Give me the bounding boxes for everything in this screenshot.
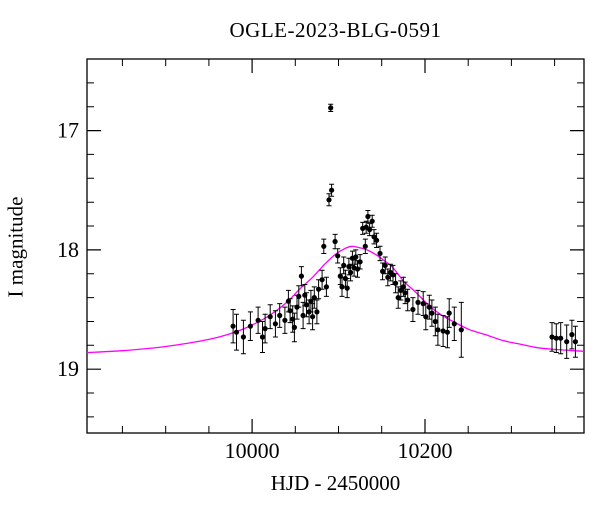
data-point (395, 295, 401, 301)
data-point (348, 269, 354, 276)
data-point (341, 262, 347, 268)
model-curve (86, 245, 585, 354)
data-point (458, 327, 464, 333)
data-point (415, 299, 421, 305)
x-tick-label: 10200 (398, 438, 453, 463)
data-point (362, 243, 368, 249)
data-point (451, 321, 457, 327)
data-point (429, 310, 435, 316)
data-point (342, 275, 348, 282)
data-point (233, 329, 240, 335)
data-point (285, 298, 291, 304)
data-point (410, 306, 416, 313)
data-point (259, 334, 266, 340)
data-point (291, 324, 297, 330)
data-point (369, 218, 375, 224)
data-point (328, 105, 334, 111)
data-point (402, 290, 408, 296)
data-point (290, 316, 296, 322)
data-point (277, 312, 283, 319)
data-point (353, 254, 359, 260)
data-point (306, 309, 312, 315)
data-point (549, 334, 555, 340)
data-point (569, 332, 575, 338)
data-point (262, 326, 268, 332)
data-point (446, 310, 452, 316)
data-point (405, 297, 411, 303)
data-point (255, 317, 261, 323)
data-point (558, 335, 564, 341)
minor-ticks (87, 59, 584, 433)
data-point (282, 317, 288, 323)
data-point (377, 250, 383, 257)
chart-title: OGLE-2023-BLG-0591 (229, 18, 442, 42)
data-point (323, 284, 329, 290)
data-point (300, 312, 306, 319)
data-point (267, 314, 273, 320)
data-point (444, 329, 450, 335)
data-point (432, 318, 438, 325)
data-point (287, 308, 293, 314)
data-point (367, 227, 373, 233)
data-point (354, 266, 361, 272)
data-point (230, 323, 236, 329)
data-point (294, 304, 300, 310)
data-point (303, 302, 310, 308)
data-point (332, 238, 338, 245)
data-point (553, 335, 559, 341)
data-point (400, 284, 406, 290)
data-point (329, 187, 335, 193)
data-point (390, 272, 396, 278)
data-point (346, 264, 352, 270)
data-point (337, 273, 343, 279)
data-point (420, 301, 426, 307)
data-point (298, 273, 304, 279)
data-point (572, 339, 579, 345)
data-point (319, 277, 325, 283)
data-point (314, 309, 320, 315)
data-point (321, 243, 327, 249)
data-point (385, 274, 391, 280)
data-point (302, 292, 308, 298)
data-point (423, 314, 429, 320)
data-point (339, 284, 345, 290)
data-point (440, 328, 446, 334)
data-point (316, 286, 322, 292)
data-point (247, 323, 253, 329)
data-point (310, 314, 316, 320)
data-point (380, 268, 386, 274)
major-ticks (87, 59, 584, 433)
data-point (240, 334, 246, 340)
y-tick-label: 17 (57, 118, 79, 143)
data-point (357, 259, 363, 265)
data-point (272, 321, 278, 327)
data-point (393, 280, 399, 286)
data-point (326, 197, 332, 203)
x-tick-label: 10000 (225, 438, 280, 463)
y-tick-label: 18 (57, 237, 79, 262)
data-point (382, 262, 388, 268)
data-point (296, 293, 302, 299)
data-point (435, 327, 441, 333)
y-tick-label: 19 (57, 356, 79, 381)
data-point (308, 298, 314, 304)
data-point (365, 213, 371, 220)
plot-frame (86, 58, 585, 434)
data-point (344, 285, 350, 291)
data-point (426, 304, 432, 310)
data-point (311, 295, 317, 301)
data-point (335, 253, 341, 259)
x-axis-label: HJD - 2450000 (270, 471, 401, 495)
data-point (564, 339, 570, 345)
data-point (374, 237, 380, 243)
